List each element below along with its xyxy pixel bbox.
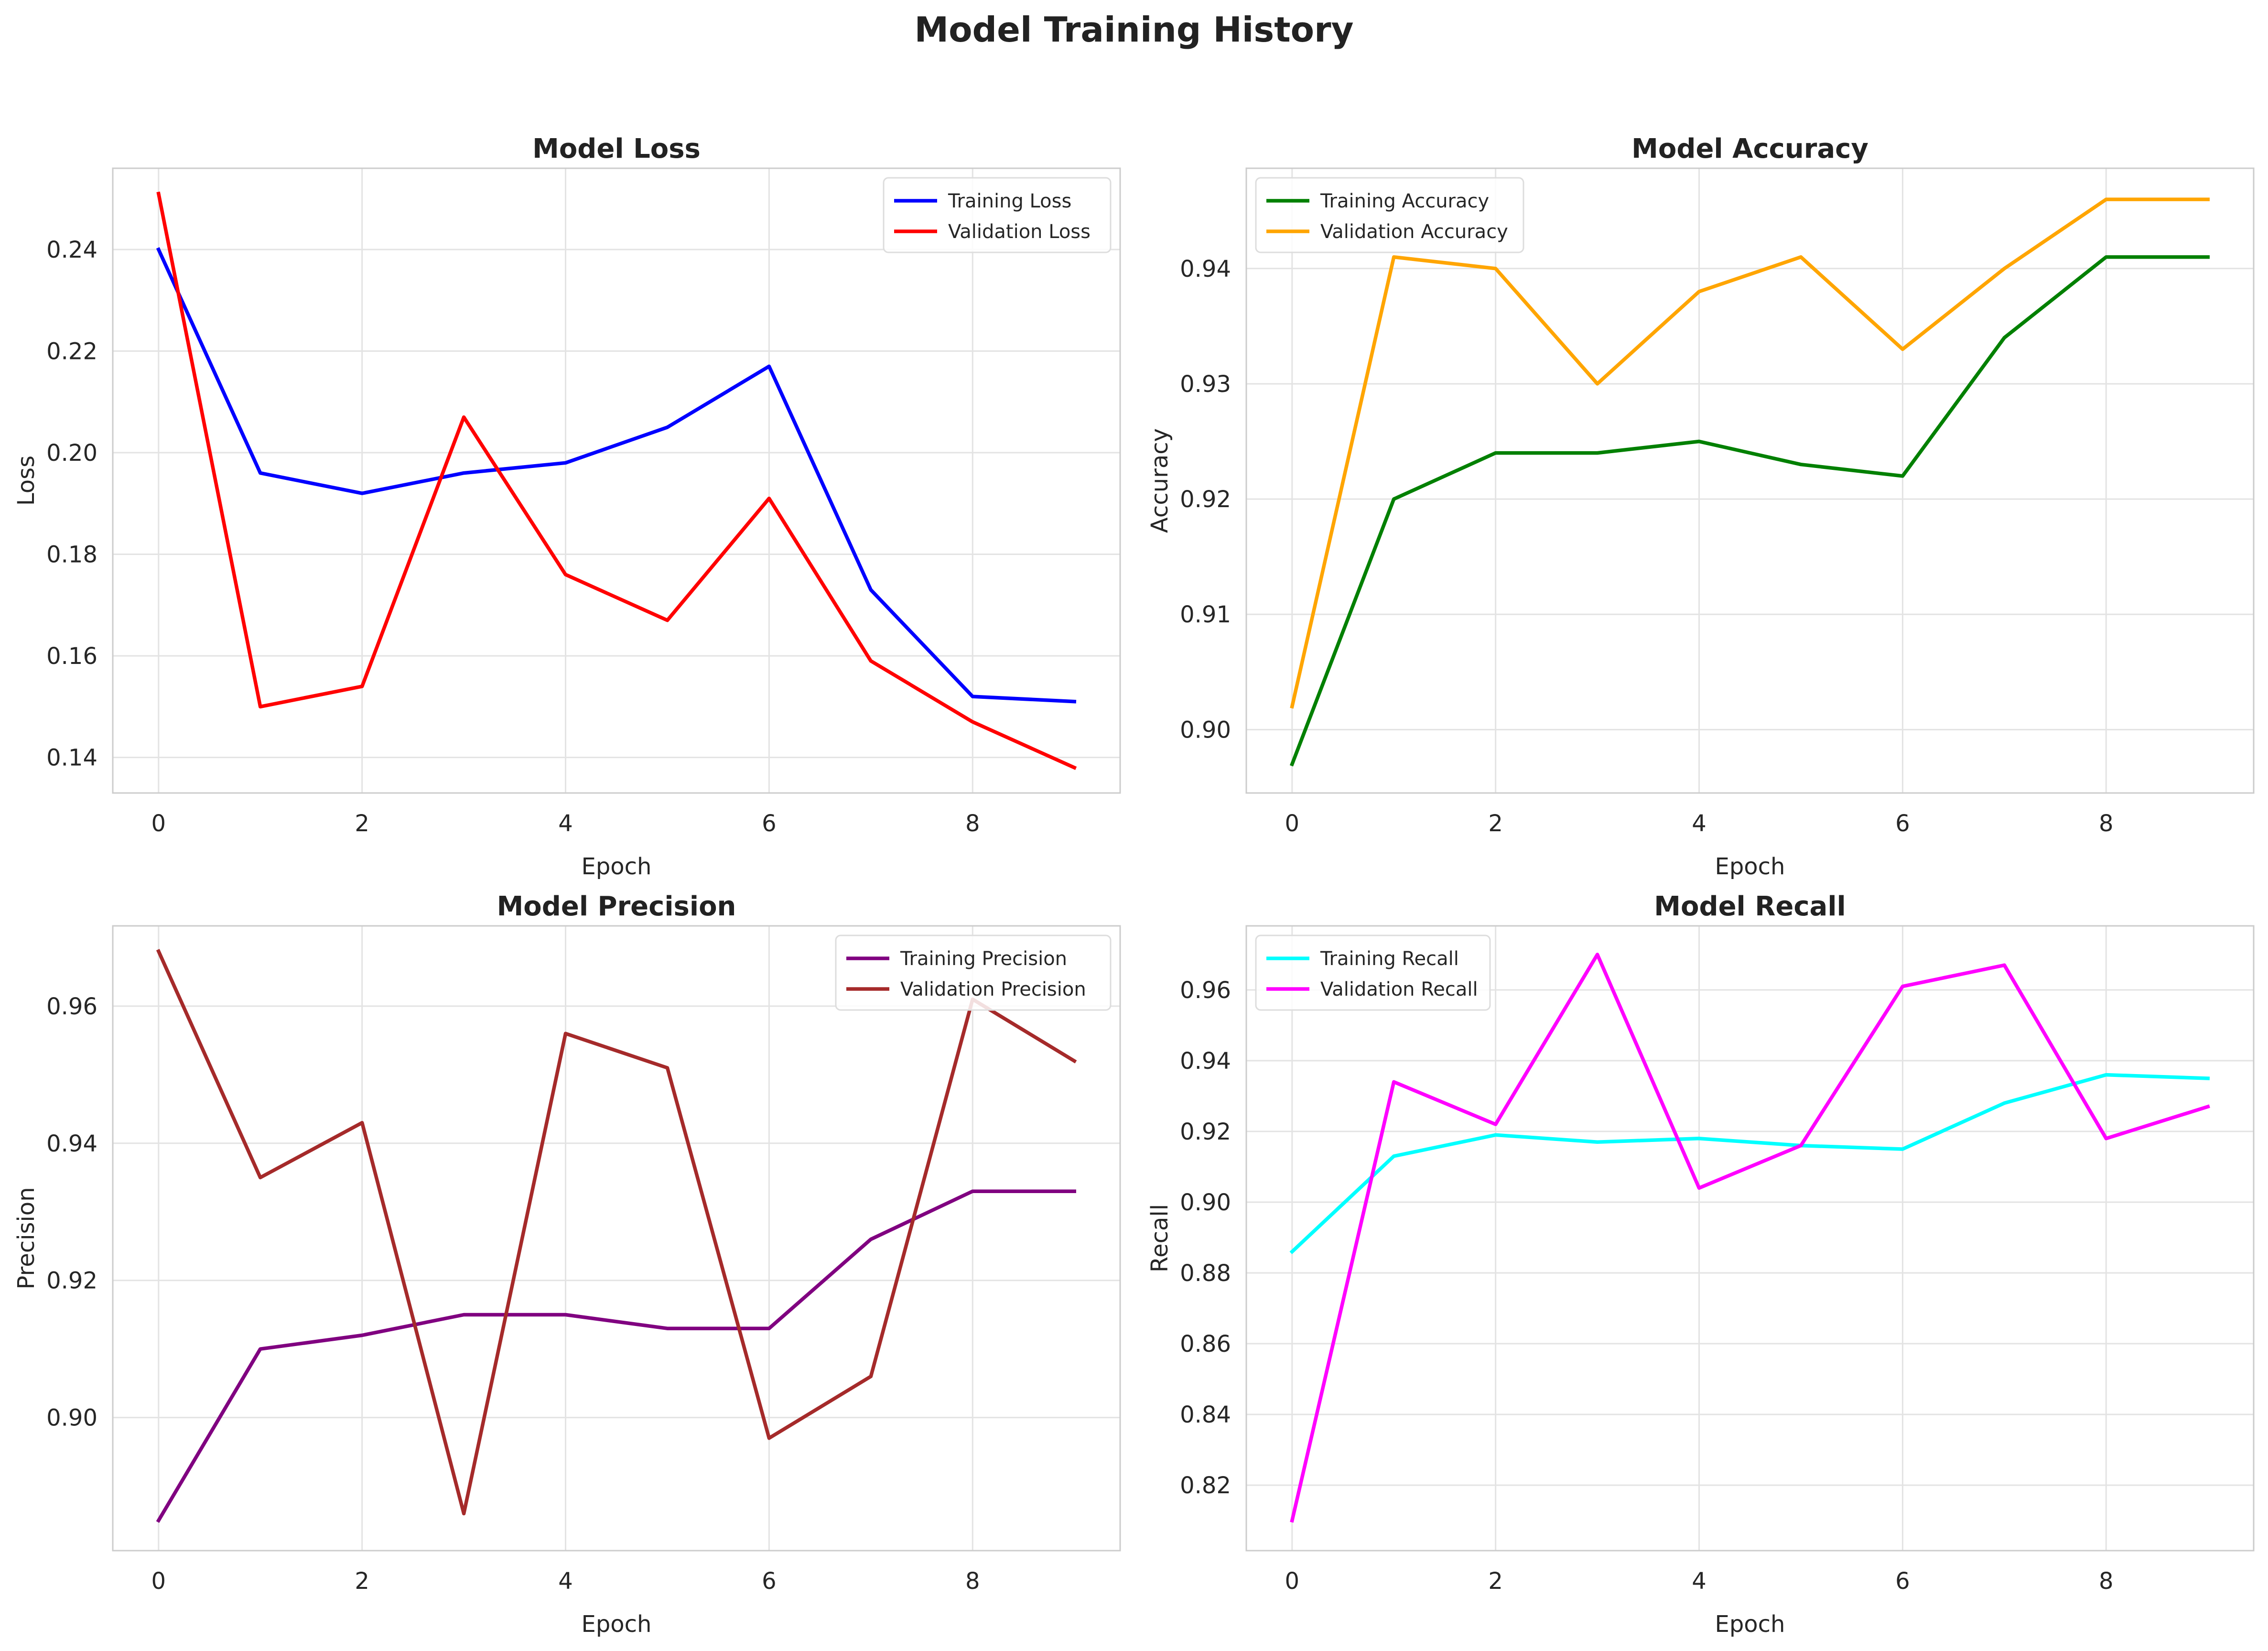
legend: Training Precision Validation Precision xyxy=(835,934,1112,1011)
x-tick-label: 2 xyxy=(355,810,369,837)
validation-loss-line xyxy=(156,191,1077,770)
x-tick-label: 0 xyxy=(1285,1568,1300,1595)
y-tick-label: 0.16 xyxy=(46,643,97,670)
axes-frame xyxy=(1245,167,2255,794)
legend-entry: Validation Precision xyxy=(900,978,1086,1000)
chart-title: Model Precision xyxy=(497,891,736,922)
y-tick-label: 0.20 xyxy=(46,440,97,467)
x-tick-label: 6 xyxy=(1895,1568,1910,1595)
y-tick-label: 0.22 xyxy=(46,338,97,365)
x-axis-label: Epoch xyxy=(582,1611,652,1638)
legend-box xyxy=(1255,934,1491,1011)
training-precision-line xyxy=(156,1189,1076,1523)
validation-recall-line xyxy=(1290,953,2210,1523)
y-tick-label: 0.96 xyxy=(46,993,97,1020)
y-tick-label: 0.92 xyxy=(1180,486,1231,513)
y-tick-label: 0.91 xyxy=(1180,601,1231,628)
legend-box xyxy=(835,934,1112,1011)
x-tick-label: 0 xyxy=(151,810,166,837)
y-axis-label: Recall xyxy=(1146,1204,1173,1272)
legend-entry: Validation Recall xyxy=(1320,978,1478,1000)
y-tick-label: 0.94 xyxy=(1180,256,1231,282)
axes-frame xyxy=(1245,925,2255,1552)
y-tick-label: 0.18 xyxy=(46,542,97,568)
accuracy-chart: 0 2 4 6 8 0.90 0.91 0.92 0.93 0.94 Model Accuracy E… xyxy=(1146,133,2255,880)
plot-area: 0 2 4 6 8 0.90 0.91 0.92 0.93 0.94 Model Accuracy E… xyxy=(1146,133,2255,880)
training-loss-line xyxy=(156,247,1077,704)
figure-title: Model Training History xyxy=(914,10,1354,50)
x-tick-label: 6 xyxy=(762,810,777,837)
x-tick-label: 2 xyxy=(1488,810,1503,837)
training-accuracy-line xyxy=(1289,255,2210,767)
legend: Training Accuracy Validation Accuracy xyxy=(1255,177,1524,253)
x-tick-label: 2 xyxy=(1488,1568,1503,1595)
chart-title: Model Loss xyxy=(532,133,701,164)
plot-area: 0 2 4 6 8 0.90 0.92 0.94 0.96 Model Precision Epoc… xyxy=(13,891,1121,1638)
chart-title: Model Recall xyxy=(1654,891,1846,922)
x-axis-label: Epoch xyxy=(1715,1611,1785,1638)
y-axis-label: Precision xyxy=(13,1187,40,1289)
x-tick-label: 8 xyxy=(965,1568,980,1595)
x-axis-label: Epoch xyxy=(1715,853,1785,880)
x-tick-label: 4 xyxy=(558,810,573,837)
y-tick-label: 0.82 xyxy=(1180,1472,1231,1499)
y-tick-label: 0.94 xyxy=(46,1130,97,1157)
x-tick-label: 4 xyxy=(558,1568,573,1595)
legend-entry: Validation Loss xyxy=(948,221,1091,243)
y-tick-label: 0.14 xyxy=(46,745,97,771)
x-axis-label: Epoch xyxy=(582,853,652,880)
x-tick-label: 6 xyxy=(1895,810,1910,837)
y-tick-label: 0.84 xyxy=(1180,1401,1231,1428)
legend-entry: Training Precision xyxy=(900,948,1067,970)
x-tick-label: 2 xyxy=(355,1568,369,1595)
x-tick-label: 8 xyxy=(965,810,980,837)
y-tick-label: 0.94 xyxy=(1180,1048,1231,1075)
y-tick-label: 0.86 xyxy=(1180,1331,1231,1358)
training-recall-line xyxy=(1289,1073,2210,1254)
x-tick-label: 8 xyxy=(2099,810,2114,837)
legend-entry: Validation Accuracy xyxy=(1320,221,1508,243)
y-axis-label: Accuracy xyxy=(1146,428,1173,533)
x-tick-label: 4 xyxy=(1692,810,1706,837)
y-tick-label: 0.92 xyxy=(1180,1119,1231,1145)
y-tick-label: 0.90 xyxy=(1180,1189,1231,1216)
legend-entry: Training Recall xyxy=(1320,948,1459,970)
x-tick-label: 8 xyxy=(2099,1568,2114,1595)
y-tick-label: 0.96 xyxy=(1180,977,1231,1004)
legend-entry: Training Loss xyxy=(948,190,1071,212)
loss-chart: 0 2 4 6 8 0.14 0.16 0.18 0.20 0.22 0.24 Model Loss E… xyxy=(13,133,1121,880)
x-tick-label: 4 xyxy=(1692,1568,1706,1595)
x-tick-label: 0 xyxy=(1285,810,1300,837)
x-tick-label: 0 xyxy=(151,1568,166,1595)
x-tick-label: 6 xyxy=(762,1568,777,1595)
validation-accuracy-line xyxy=(1290,197,2210,709)
axes-frame xyxy=(112,167,1121,794)
validation-precision-line xyxy=(156,949,1077,1516)
y-tick-label: 0.24 xyxy=(46,237,97,263)
legend-entry: Training Accuracy xyxy=(1320,190,1489,212)
recall-chart: 0 2 4 6 8 0.82 0.84 0.86 0.88 0.90 0.92 0.94 0.96 Mod… xyxy=(1146,891,2255,1638)
legend: Training Loss Validation Loss xyxy=(883,177,1112,253)
axes-frame xyxy=(112,925,1121,1552)
chart-title: Model Accuracy xyxy=(1631,133,1868,164)
y-tick-label: 0.88 xyxy=(1180,1260,1231,1287)
y-axis-label: Loss xyxy=(13,456,40,506)
plot-area: 0 2 4 6 8 0.82 0.84 0.86 0.88 0.90 0.92 0.94 0.96 Mod… xyxy=(1146,891,2255,1638)
y-tick-label: 0.90 xyxy=(46,1405,97,1432)
legend-box xyxy=(883,177,1112,253)
legend: Training Recall Validation Recall xyxy=(1255,934,1491,1011)
y-tick-label: 0.92 xyxy=(46,1268,97,1294)
precision-chart: 0 2 4 6 8 0.90 0.92 0.94 0.96 Model Precision Epoc… xyxy=(13,891,1121,1638)
y-tick-label: 0.90 xyxy=(1180,717,1231,743)
plot-area: 0 2 4 6 8 0.14 0.16 0.18 0.20 0.22 0.24 Model Loss E… xyxy=(13,133,1121,880)
legend-box xyxy=(1255,177,1524,253)
y-tick-label: 0.93 xyxy=(1180,371,1231,398)
